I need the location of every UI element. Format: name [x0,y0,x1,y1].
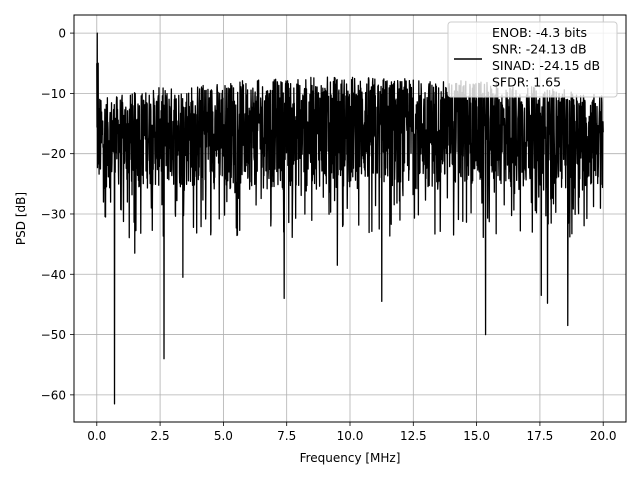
y-tick-label: −20 [41,147,66,161]
x-tick-label: 17.5 [527,429,554,443]
legend-box [447,21,618,98]
x-tick-label: 10.0 [337,429,364,443]
legend-line-enob: ENOB: -4.3 bits [492,25,587,40]
x-tick-label: 20.0 [590,429,617,443]
y-tick-label: −30 [41,207,66,221]
x-tick-label: 15.0 [463,429,490,443]
x-tick-label: 5.0 [214,429,233,443]
x-tick-label: 0.0 [87,429,106,443]
y-tick-label: −60 [41,388,66,402]
y-tick-label: −40 [41,268,66,282]
y-axis-label: PSD [dB] [14,192,28,245]
x-axis-ticks: 0.0 2.5 5.0 7.5 10.0 12.5 15.0 17.5 20.0 [87,422,617,443]
legend-line-sinad: SINAD: -24.15 dB [492,58,600,73]
legend: ENOB: -4.3 bits SNR: -24.13 dB SINAD: -2… [447,21,618,98]
y-tick-label: 0 [58,27,66,41]
psd-series-line [96,32,604,405]
plot-area [96,32,604,405]
x-tick-label: 7.5 [277,429,296,443]
x-tick-label: 12.5 [400,429,427,443]
legend-line-sfdr: SFDR: 1.65 [492,75,561,90]
y-axis-ticks: 0 −10 −20 −30 −40 −50 −60 [41,27,74,402]
y-tick-label: −50 [41,328,66,342]
y-tick-label: −10 [41,87,66,101]
legend-line-snr: SNR: -24.13 dB [492,42,587,57]
x-axis-label: Frequency [MHz] [300,451,401,465]
x-tick-label: 2.5 [151,429,170,443]
